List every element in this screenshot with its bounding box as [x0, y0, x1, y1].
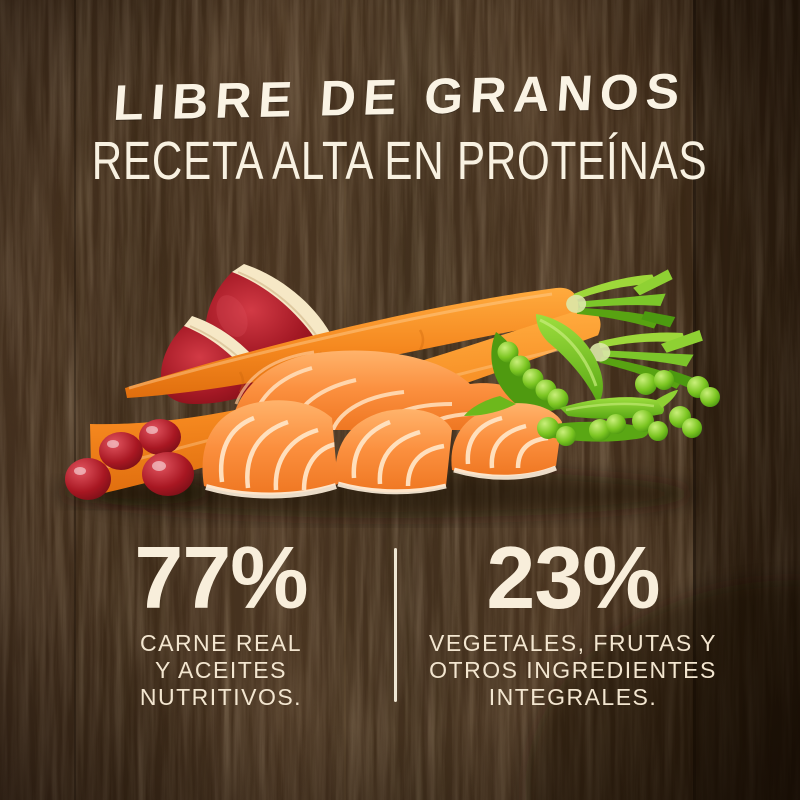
stat-meat-label: CARNE REAL Y ACEITES NUTRITIVOS.: [41, 630, 401, 711]
stat-vegetables-label: VEGETALES, FRUTAS Y OTROS INGREDIENTES I…: [393, 630, 753, 711]
green-peas: [537, 370, 720, 446]
stat-vegetables-value: 23%: [486, 528, 660, 627]
stat-vegetables-line: VEGETALES, FRUTAS Y: [429, 630, 717, 656]
stat-meat-value: 77%: [134, 528, 308, 627]
stat-vegetables-line: INTEGRALES.: [488, 684, 658, 710]
stat-meat-line: Y ACEITES: [155, 657, 287, 683]
salmon-pieces: [202, 314, 603, 499]
open-pea-pod: [491, 314, 603, 412]
stat-meat-line: CARNE REAL: [140, 630, 302, 656]
cranberries: [65, 419, 194, 500]
subheadline: RECETA ALTA EN PROTEÍNAS: [0, 130, 800, 192]
stats-divider: [394, 548, 397, 702]
stat-meat-line: NUTRITIVOS.: [139, 684, 303, 710]
stat-vegetables-line: OTROS INGREDIENTES: [429, 657, 717, 683]
stat-vegetables: 23% VEGETALES, FRUTAS Y OTROS INGREDIENT…: [393, 534, 753, 711]
subheadline-text: RECETA ALTA EN PROTEÍNAS: [92, 131, 708, 191]
stat-meat: 77% CARNE REAL Y ACEITES NUTRITIVOS.: [41, 534, 401, 711]
